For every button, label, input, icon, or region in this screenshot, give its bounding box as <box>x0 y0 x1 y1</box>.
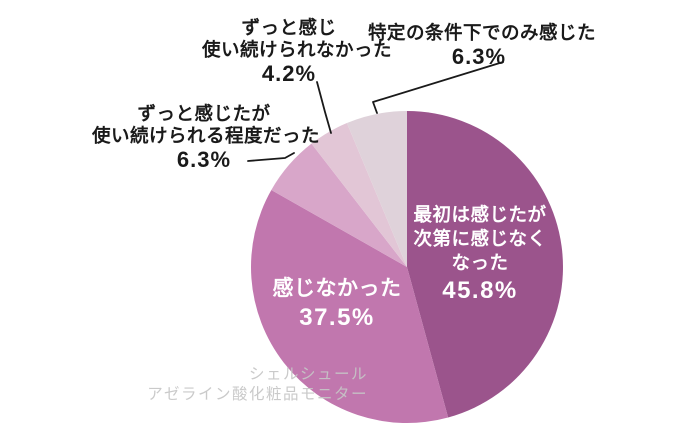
leader-line-slice3 <box>247 152 295 162</box>
pie-slice-1 <box>407 111 563 418</box>
inner-label-slice2-line1: 感じなかった <box>272 277 402 300</box>
inner-label-slice2-pct: 37.5% <box>299 304 375 331</box>
watermark-line2: アゼライン酸化粧品モニター <box>147 385 368 403</box>
callout-slice3-label-line2: 使い続けられる程度だった <box>92 125 321 146</box>
callout-slice4-pct: 4.2% <box>261 61 317 86</box>
callout-slice5: 特定の条件下でのみ感じた 6.3% <box>368 22 596 69</box>
callout-slice3-label-line1: ずっと感じたが <box>137 103 271 124</box>
inner-label-slice1-line3: なった <box>451 252 509 273</box>
callout-slice5-label: 特定の条件下でのみ感じた <box>368 22 597 43</box>
watermark-line1: シェルシュール <box>248 366 368 383</box>
pie-slice-3 <box>271 143 407 267</box>
callout-slice5-pct: 6.3% <box>451 44 507 69</box>
leader-line-slice5 <box>372 61 504 114</box>
leader-line-slice4 <box>316 81 332 134</box>
pie-slice-5 <box>346 111 407 267</box>
inner-label-slice1-line1: 最初は感じたが <box>413 204 547 225</box>
pie-slice-4 <box>311 123 407 267</box>
pie-slice-2 <box>250 189 449 423</box>
pie-slices-group <box>250 111 563 423</box>
callout-slice4-label-line2: 使い続けられなかった <box>202 39 393 60</box>
callout-slice3-pct: 6.3% <box>176 147 232 172</box>
inner-label-slice1-pct: 45.8% <box>442 277 518 304</box>
callout-slice4: ずっと感じ 使い続けられなかった 4.2% <box>202 17 393 86</box>
watermark: シェルシュール アゼライン酸化粧品モニター <box>98 365 368 404</box>
callout-slice3: ずっと感じたが 使い続けられる程度だった 6.3% <box>92 103 321 172</box>
inner-label-slice2: 感じなかった 37.5% <box>258 275 416 331</box>
inner-label-slice1: 最初は感じたが 次第に感じなく なった 45.8% <box>400 203 560 304</box>
inner-label-slice1-line2: 次第に感じなく <box>413 228 547 249</box>
callout-slice4-label-line1: ずっと感じ <box>241 17 337 38</box>
